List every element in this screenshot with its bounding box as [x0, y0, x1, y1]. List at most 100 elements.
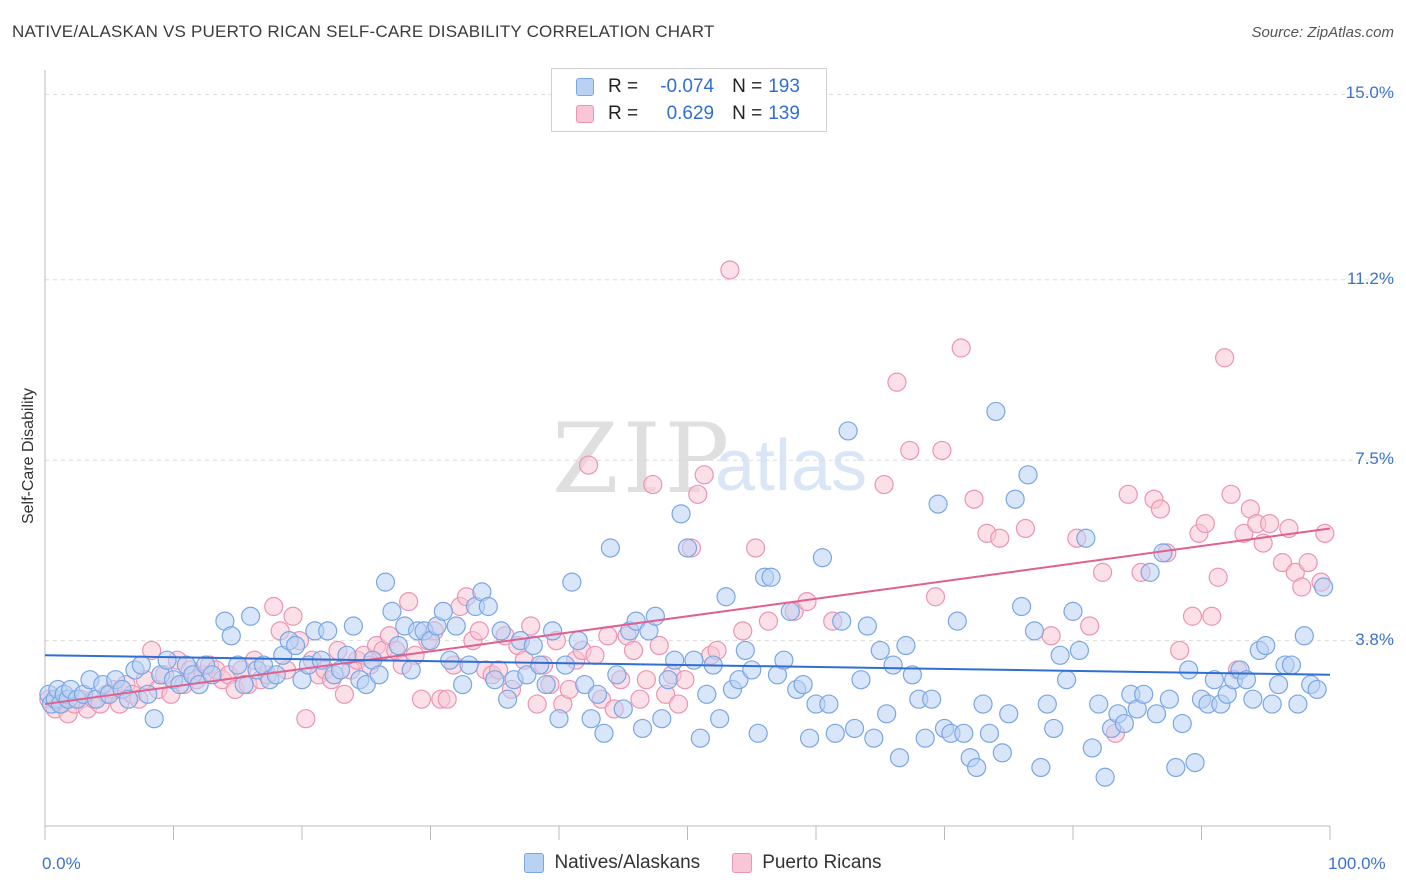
- data-point: [594, 723, 614, 743]
- data-point: [138, 684, 158, 704]
- pink-swatch-icon: [576, 105, 594, 123]
- data-point: [283, 606, 303, 626]
- data-point: [1195, 513, 1215, 534]
- data-point: [947, 611, 967, 631]
- data-point: [1185, 752, 1205, 773]
- data-point: [587, 684, 608, 704]
- data-point: [877, 704, 897, 724]
- y-axis-label: Self-Care Disability: [20, 387, 37, 525]
- data-point: [296, 709, 316, 729]
- data-point: [671, 504, 691, 524]
- series-legend: Natives/Alaskans Puerto Ricans: [0, 852, 1406, 874]
- data-point: [1202, 606, 1222, 626]
- data-point: [832, 611, 852, 631]
- data-point: [440, 650, 460, 670]
- data-point: [694, 465, 714, 485]
- n-value: 139: [768, 103, 800, 124]
- data-point: [1221, 484, 1241, 504]
- data-point: [746, 538, 766, 558]
- data-point: [623, 640, 644, 661]
- watermark-atlas: atlas: [715, 426, 867, 506]
- data-point: [857, 616, 878, 636]
- data-point: [388, 635, 408, 656]
- data-point: [1089, 694, 1109, 714]
- data-point: [900, 440, 920, 461]
- data-point: [264, 596, 284, 617]
- data-point: [793, 674, 813, 695]
- data-point: [758, 611, 779, 631]
- data-point: [643, 474, 663, 495]
- data-point: [684, 650, 704, 670]
- data-point: [1215, 348, 1235, 368]
- y-tick-label: 3.8%: [1355, 629, 1394, 649]
- n-value: 193: [768, 76, 800, 97]
- data-point: [1182, 606, 1203, 626]
- data-point: [527, 694, 547, 714]
- data-point: [401, 660, 421, 680]
- data-point: [585, 645, 605, 665]
- data-point: [1082, 738, 1102, 758]
- data-point: [1313, 577, 1334, 597]
- data-point: [645, 606, 665, 626]
- data-point: [697, 684, 717, 704]
- data-point: [1114, 713, 1135, 734]
- data-point: [649, 635, 669, 656]
- data-point: [812, 548, 833, 568]
- data-point: [954, 723, 974, 743]
- data-point: [1298, 553, 1318, 573]
- data-point: [902, 665, 922, 685]
- data-point: [131, 655, 151, 675]
- data-point: [1050, 645, 1070, 665]
- data-point: [774, 650, 794, 670]
- data-point: [241, 606, 261, 626]
- data-point: [979, 723, 1000, 743]
- data-point: [690, 728, 710, 748]
- x-tick-label-min: 0.0%: [42, 854, 81, 873]
- data-point: [652, 709, 672, 729]
- data-point: [1092, 562, 1113, 582]
- data-point: [887, 372, 907, 392]
- data-point: [1268, 674, 1289, 695]
- data-point: [1288, 694, 1308, 714]
- data-point: [555, 655, 576, 675]
- data-point: [851, 670, 871, 690]
- natives-alaskans-points: [39, 401, 1334, 787]
- data-point: [369, 665, 389, 685]
- data-point: [883, 655, 903, 675]
- data-point: [870, 640, 890, 661]
- data-point: [1015, 518, 1036, 539]
- trend-line-puerto-ricans: [44, 527, 1331, 706]
- data-point: [1150, 499, 1170, 519]
- legend-item-natives[interactable]: Natives/Alaskans: [524, 852, 700, 874]
- data-point: [1134, 684, 1154, 704]
- data-point: [221, 626, 241, 646]
- data-point: [1236, 670, 1257, 690]
- data-point: [675, 670, 695, 690]
- data-point: [973, 694, 993, 714]
- pink-swatch-icon: [732, 853, 753, 873]
- data-point: [356, 674, 376, 695]
- data-point: [549, 709, 569, 729]
- data-point: [1307, 679, 1327, 700]
- r-value: 0.629: [666, 103, 715, 124]
- data-point: [1024, 621, 1045, 641]
- data-point: [491, 621, 511, 641]
- data-point: [1018, 465, 1038, 485]
- data-point: [1172, 713, 1192, 734]
- data-point: [375, 572, 396, 592]
- data-point: [562, 572, 582, 592]
- data-point: [1011, 596, 1032, 617]
- data-point: [928, 494, 948, 514]
- y-tick-label: 11.2%: [1347, 268, 1394, 288]
- data-point: [632, 718, 653, 739]
- correlation-legend: R = -0.074 N = 193 R = 0.629 N = 139: [551, 68, 827, 132]
- data-point: [729, 670, 749, 690]
- data-point: [967, 757, 987, 778]
- data-point: [343, 616, 363, 636]
- data-point: [932, 440, 952, 461]
- data-point: [530, 655, 550, 675]
- data-point: [1118, 484, 1138, 504]
- n-label: N =: [732, 76, 763, 97]
- legend-item-puerto-ricans[interactable]: Puerto Ricans: [732, 852, 882, 874]
- data-point: [896, 635, 916, 656]
